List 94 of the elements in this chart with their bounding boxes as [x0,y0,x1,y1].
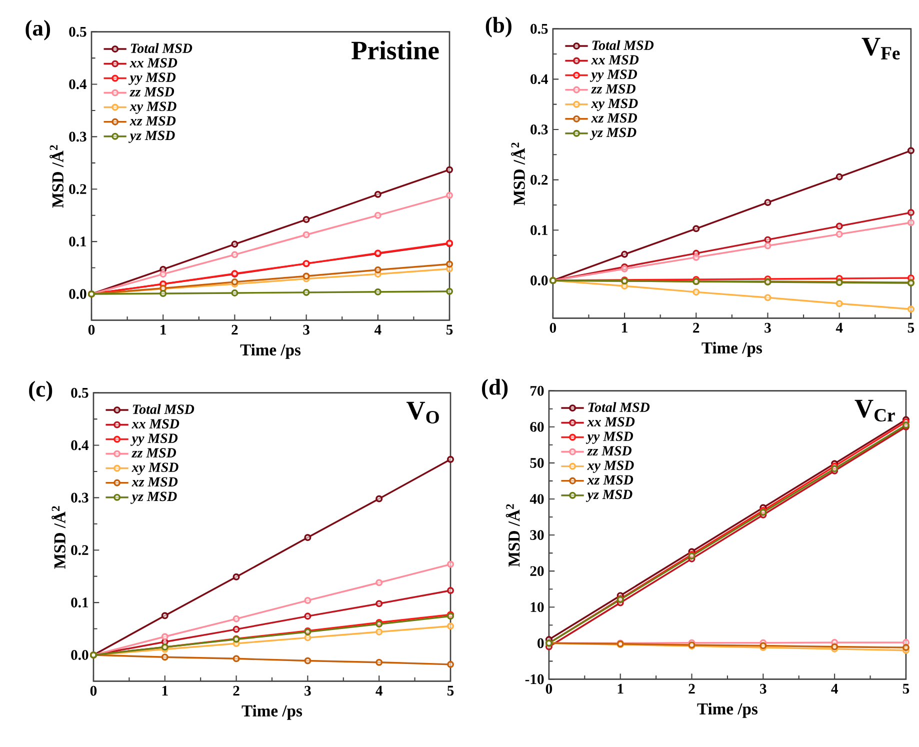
legend-label: xz MSD [587,475,634,485]
x-tick-label: 4 [376,686,382,696]
legend-label: Total MSD [130,43,192,54]
y-tick-label: -10 [525,674,544,684]
chart-title: (b) [486,16,512,38]
y-tick-label: 60 [530,422,544,432]
legend-label: yy MSD [586,432,634,444]
x-tick-label: 2 [233,686,240,696]
legend-label: xz MSD [591,113,638,123]
legend-label: yz MSD [128,130,175,144]
y-tick-label: 0.4 [69,79,87,90]
x-tick-label: 3 [304,686,311,696]
legend-label: xx MSD [591,55,639,65]
y-axis-title: MSD /Å$^{2}$ [50,145,64,208]
legend-label: zz MSD [590,84,636,94]
x-tick-label: 1 [622,322,628,333]
x-tick-label: 4 [374,324,382,335]
x-tick-label: 1 [160,324,166,335]
legend-label: Total MSD [588,402,650,412]
legend-label: zz MSD [586,446,632,456]
x-tick-label: 1 [618,684,624,694]
y-tick-label: 0.1 [69,236,86,247]
y-tick-label: 0.3 [69,132,86,142]
x-tick-label: 0 [550,323,556,333]
legend-label: xx MSD [130,58,178,68]
y-tick-label: 0.5 [71,388,88,398]
legend-label: Total MSD [132,404,194,414]
legend-label: yz MSD [590,128,636,140]
x-tick-label: 4 [836,323,843,333]
y-tick-label: 0.5 [69,26,86,37]
x-axis-title: Time /ps [702,342,762,357]
x-axis-title: Time /ps [697,702,758,718]
legend-label: yy MSD [590,70,638,82]
y-tick-label: 0.4 [530,74,548,84]
annotation: V$_{O}$ [406,402,439,424]
y-tick-label: 20 [530,566,544,576]
legend-label: xy MSD [587,460,634,473]
y-tick-label: 0.0 [71,650,88,660]
y-tick-label: 0.2 [69,184,86,194]
x-axis-title: Time /ps [242,704,302,720]
annotation: V$_{Fe}$ [862,38,900,60]
legend-label: zz MSD [131,448,176,458]
legend-label: yy MSD [128,72,176,85]
y-tick-label: 10 [530,602,544,612]
legend-label: xx MSD [587,417,635,427]
y-tick-label: 70 [530,386,544,396]
x-tick-label: 3 [764,322,771,333]
legend-label: zz MSD [130,87,174,97]
y-axis-title: MSD /Å$^{2}$ [506,504,520,567]
x-tick-label: 3 [760,684,766,694]
chart-title: (c) [29,380,52,402]
legend-label: xy MSD [132,462,178,475]
legend-label: xx MSD [132,419,180,429]
y-axis-title: MSD /Å$^{2}$ [511,142,525,206]
y-tick-label: 0.1 [530,225,548,236]
y-tick-label: 0.2 [71,545,88,556]
y-tick-label: 0.3 [530,124,548,135]
chart-title: (d) [482,378,508,400]
y-tick-label: 0.3 [71,492,88,503]
y-tick-label: 0.1 [71,598,88,608]
x-tick-label: 0 [90,686,97,696]
x-tick-label: 2 [688,684,695,694]
chart-title: (a) [26,20,50,40]
x-tick-label: 5 [446,324,453,335]
y-tick-label: 0 [538,638,544,648]
legend-label: xz MSD [132,477,178,487]
legend-label: yy MSD [130,434,178,446]
x-tick-label: 4 [831,684,838,694]
y-tick-label: 0.0 [69,289,86,300]
y-tick-label: 0.2 [530,174,548,185]
x-tick-label: 2 [232,324,238,335]
y-tick-label: 40 [530,494,544,504]
annotation: V$_{Cr}$ [854,400,895,422]
x-tick-label: 0 [88,324,95,335]
legend-label: Total MSD [592,40,654,50]
annotation: Pristine [352,40,439,60]
x-tick-label: 1 [162,686,168,696]
x-axis-title: Time /ps [240,344,301,359]
y-tick-label: 0.4 [71,440,89,450]
x-tick-label: 3 [303,324,310,335]
y-axis-title: MSD /Å$^{2}$ [52,506,66,569]
legend-label: yz MSD [130,492,177,504]
y-tick-label: 0.5 [530,24,548,34]
y-tick-label: 30 [530,530,544,540]
x-tick-label: 2 [693,322,700,333]
x-tick-label: 5 [447,686,454,696]
x-tick-label: 5 [902,684,910,694]
y-tick-label: 0.0 [530,276,548,286]
y-tick-label: 50 [530,458,544,468]
x-tick-label: 5 [908,322,914,333]
legend-label: xz MSD [130,116,176,126]
legend-label: yz MSD [586,490,632,502]
legend-label: xy MSD [591,98,638,112]
legend-label: xy MSD [130,102,176,114]
